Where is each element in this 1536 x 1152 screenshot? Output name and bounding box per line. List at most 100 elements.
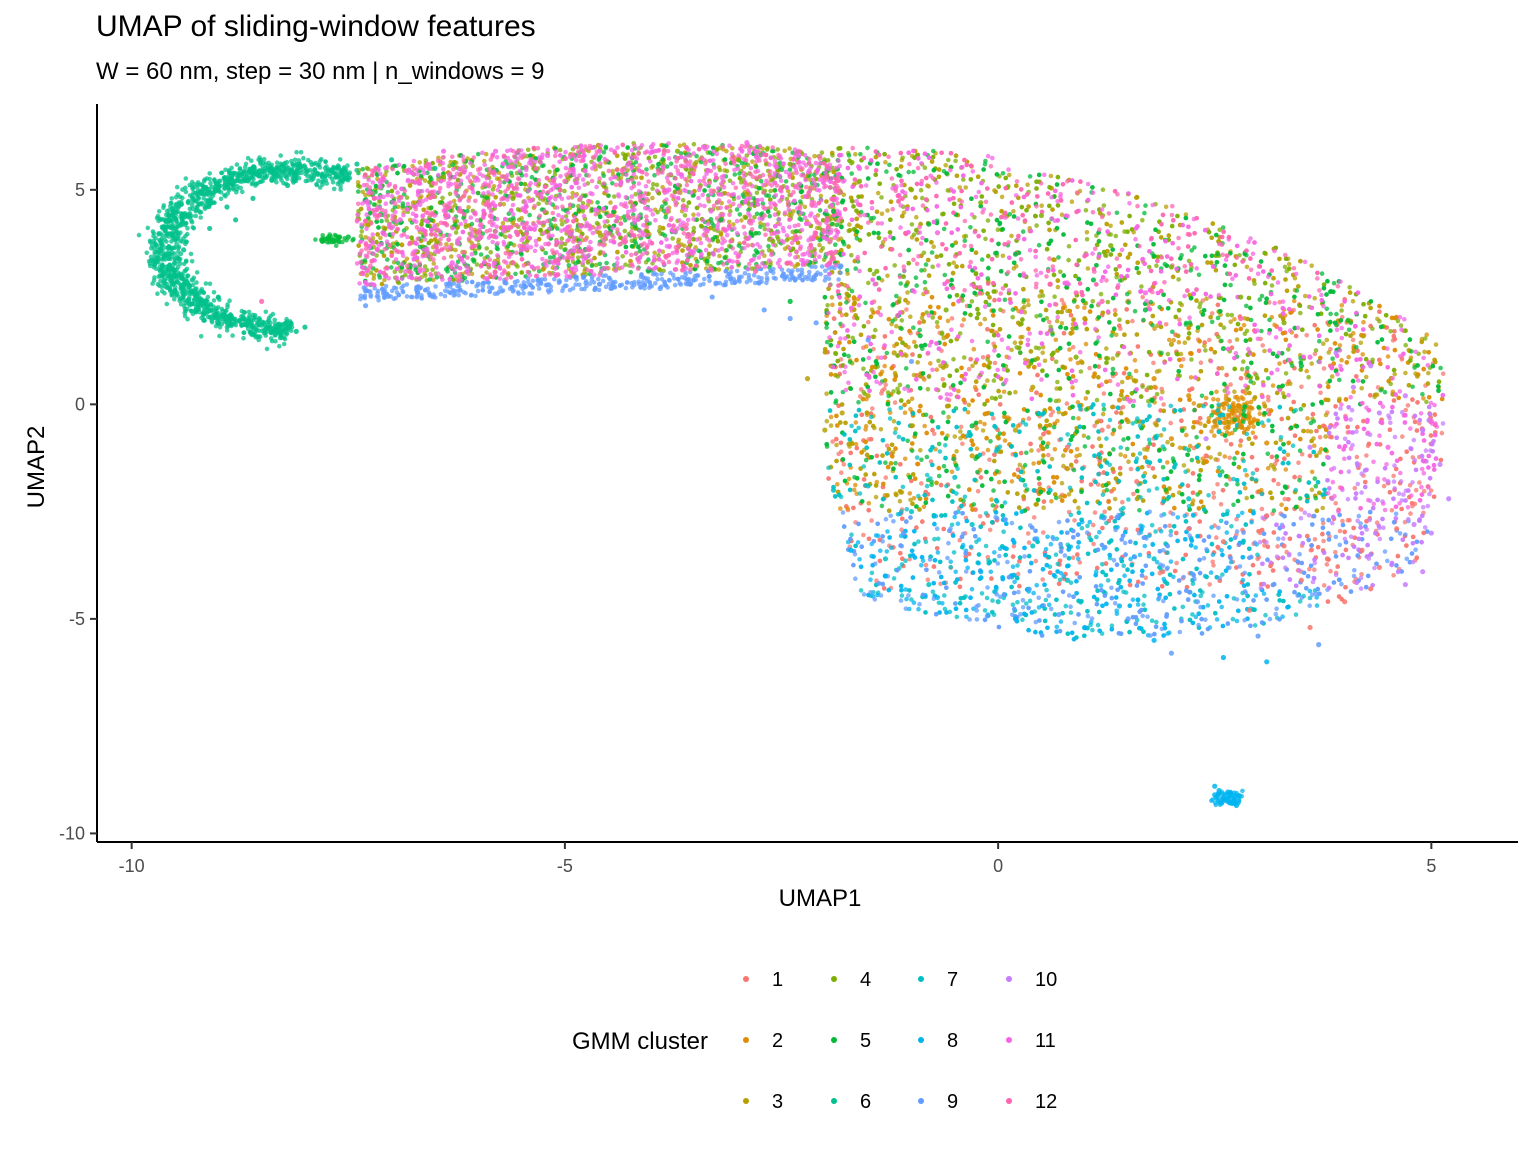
- legend-item-8: 8: [918, 1030, 958, 1052]
- data-point: [934, 230, 941, 236]
- data-point: [744, 140, 750, 146]
- data-point: [1316, 642, 1322, 648]
- data-point: [1186, 496, 1192, 502]
- data-point: [1073, 354, 1079, 360]
- data-point: [1056, 611, 1062, 618]
- data-point: [1446, 496, 1452, 502]
- data-point: [518, 247, 525, 253]
- data-point: [882, 573, 889, 579]
- data-point: [978, 569, 984, 575]
- y-axis-title: UMAP2: [23, 426, 50, 509]
- data-point: [1073, 290, 1079, 296]
- x-axis-title: UMAP1: [779, 885, 862, 912]
- data-point: [1186, 526, 1192, 532]
- data-point: [718, 217, 724, 223]
- x-tick-label: 5: [1426, 856, 1436, 876]
- data-point: [830, 208, 837, 214]
- legend-swatch: [918, 1037, 924, 1043]
- data-point: [752, 268, 759, 274]
- data-point: [1151, 556, 1157, 562]
- data-point: [345, 234, 351, 240]
- legend-item-12: 12: [1006, 1091, 1057, 1113]
- data-point: [908, 423, 915, 429]
- data-point: [1264, 513, 1270, 519]
- points-layer: [163, 140, 1452, 809]
- data-point: [969, 453, 975, 459]
- data-point: [1246, 607, 1252, 613]
- data-point: [388, 157, 395, 163]
- data-point: [363, 303, 369, 309]
- x-tick-label: -5: [557, 856, 573, 876]
- series-cluster-5: [319, 208, 1304, 429]
- data-point: [1233, 802, 1239, 809]
- data-point: [787, 298, 793, 304]
- data-point: [510, 260, 516, 266]
- data-point: [440, 148, 447, 154]
- data-point: [908, 358, 915, 365]
- data-point: [1298, 577, 1304, 583]
- data-point: [440, 174, 447, 180]
- data-point: [1376, 410, 1382, 416]
- legend-item-7: 7: [918, 969, 958, 991]
- legend-swatch: [918, 1098, 924, 1104]
- data-point: [354, 161, 360, 167]
- data-point: [1125, 418, 1131, 425]
- data-point: [250, 195, 256, 201]
- data-point: [1238, 315, 1244, 322]
- data-point: [544, 152, 551, 159]
- data-point: [1220, 796, 1227, 802]
- data-point: [1216, 787, 1222, 794]
- data-point: [1225, 798, 1231, 804]
- cloud-cluster-12: [354, 142, 1341, 298]
- data-point: [215, 294, 221, 300]
- data-point: [1012, 427, 1019, 433]
- data-point: [1298, 363, 1304, 369]
- cloud-cluster-4: [355, 141, 1442, 407]
- data-point: [267, 324, 273, 330]
- data-point: [1151, 376, 1157, 382]
- y-tick-label: 5: [75, 180, 85, 200]
- y-tick-label: 0: [75, 394, 85, 414]
- legend-swatch: [1006, 976, 1012, 982]
- data-point: [1142, 307, 1149, 313]
- y-tick-label: -5: [69, 609, 85, 629]
- chart-title: UMAP of sliding-window features: [96, 10, 536, 43]
- data-point: [1168, 341, 1175, 347]
- data-point: [865, 393, 871, 399]
- data-point: [926, 581, 932, 588]
- data-point: [1212, 783, 1218, 789]
- data-point: [163, 264, 169, 270]
- data-point: [1264, 440, 1270, 446]
- data-point: [241, 315, 247, 322]
- legend-label: 10: [1035, 969, 1057, 991]
- data-point: [397, 217, 403, 223]
- data-point: [865, 483, 871, 489]
- data-point: [692, 161, 698, 167]
- series-cluster-12: [259, 178, 1244, 322]
- legend-item-10: 10: [1006, 969, 1057, 991]
- data-point: [596, 281, 603, 287]
- data-point: [458, 208, 464, 214]
- data-point: [1168, 650, 1175, 656]
- data-point: [796, 152, 802, 159]
- data-point: [1350, 384, 1356, 390]
- series-cluster-1: [1047, 281, 1400, 631]
- series-cluster-3: [596, 161, 1175, 472]
- data-point: [406, 268, 412, 274]
- data-point: [414, 290, 421, 296]
- data-point: [1212, 792, 1218, 798]
- data-point: [172, 273, 178, 279]
- data-point: [674, 148, 681, 154]
- legend-swatch: [1006, 1098, 1012, 1104]
- legend-label: 8: [947, 1030, 958, 1052]
- data-point: [1411, 521, 1417, 528]
- legend-item-11: 11: [1006, 1030, 1056, 1052]
- data-point: [1238, 294, 1244, 300]
- legend-item-3: 3: [743, 1091, 783, 1113]
- data-point: [1428, 530, 1434, 536]
- data-point: [978, 200, 984, 206]
- data-point: [1203, 436, 1209, 442]
- legend-label: 3: [772, 1091, 783, 1113]
